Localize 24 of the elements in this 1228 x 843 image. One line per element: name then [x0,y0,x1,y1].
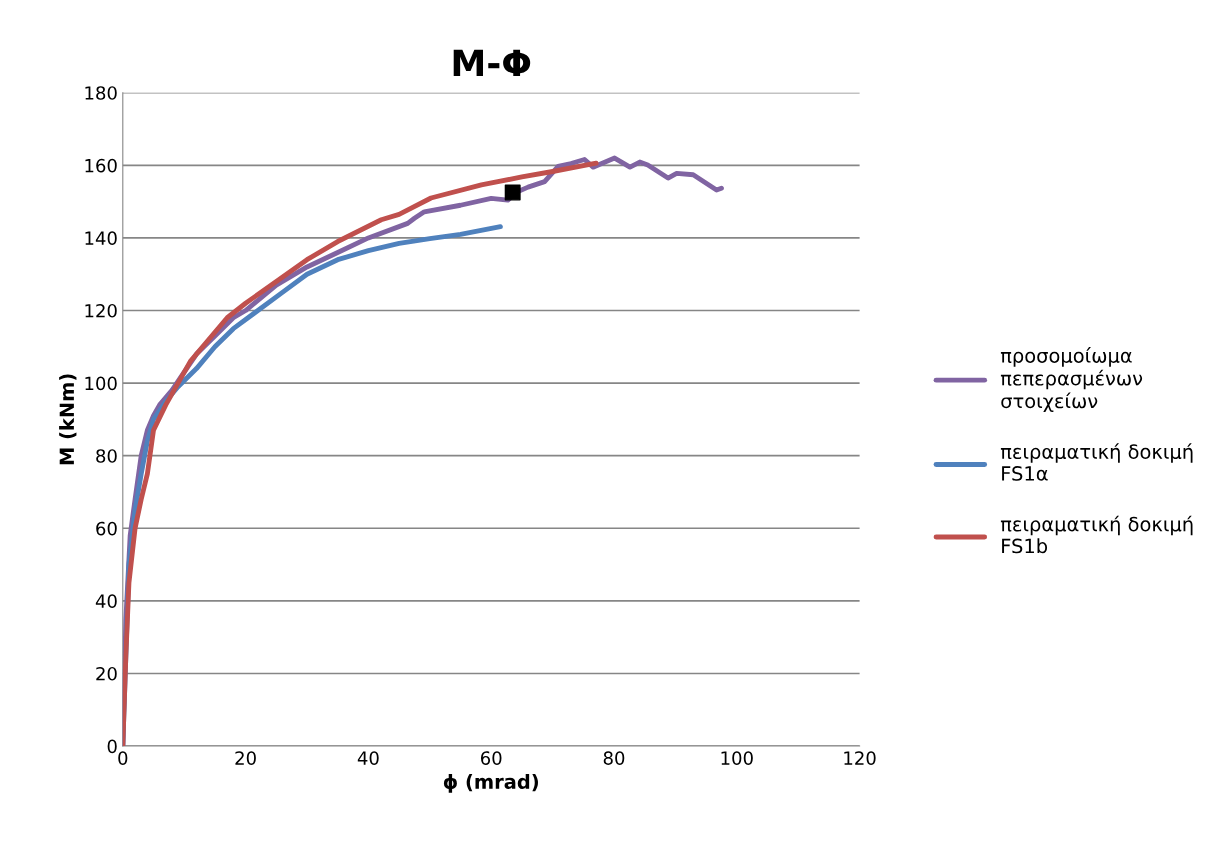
y-tick-label: 60 [96,521,117,536]
y-tick-label: 140 [85,231,117,246]
line-series [122,160,599,747]
x-tick-label: 20 [235,751,256,765]
y-axis-title: M (kNm) [59,374,77,465]
legend-label: πειραματική δοκιμή FS1b [1000,515,1193,554]
y-tick-label: 180 [85,86,117,100]
legend-label: πειραματική δοκιμή FS1α [1000,443,1193,481]
x-tick-label: 80 [603,751,625,765]
y-tick-label: 120 [85,303,117,318]
x-tick-label: 100 [721,751,753,765]
legend-label: προσομοίωμα πεπερασμένων στοιχείων [1000,347,1143,413]
y-tick-label: 20 [96,666,117,681]
y-tick-label: 160 [85,158,117,173]
y-tick-label: 40 [95,594,117,608]
x-axis-title: ϕ (mrad) [443,773,538,793]
y-tick-label: 0 [107,739,117,754]
y-tick-label: 100 [85,376,117,391]
x-tick-label: 40 [357,751,379,765]
y-tick-label: 80 [96,449,117,463]
chart-title: M-Φ [453,49,531,77]
x-tick-label: 120 [844,751,876,765]
x-tick-label: 60 [480,751,502,765]
x-tick-label: 0 [118,751,128,765]
